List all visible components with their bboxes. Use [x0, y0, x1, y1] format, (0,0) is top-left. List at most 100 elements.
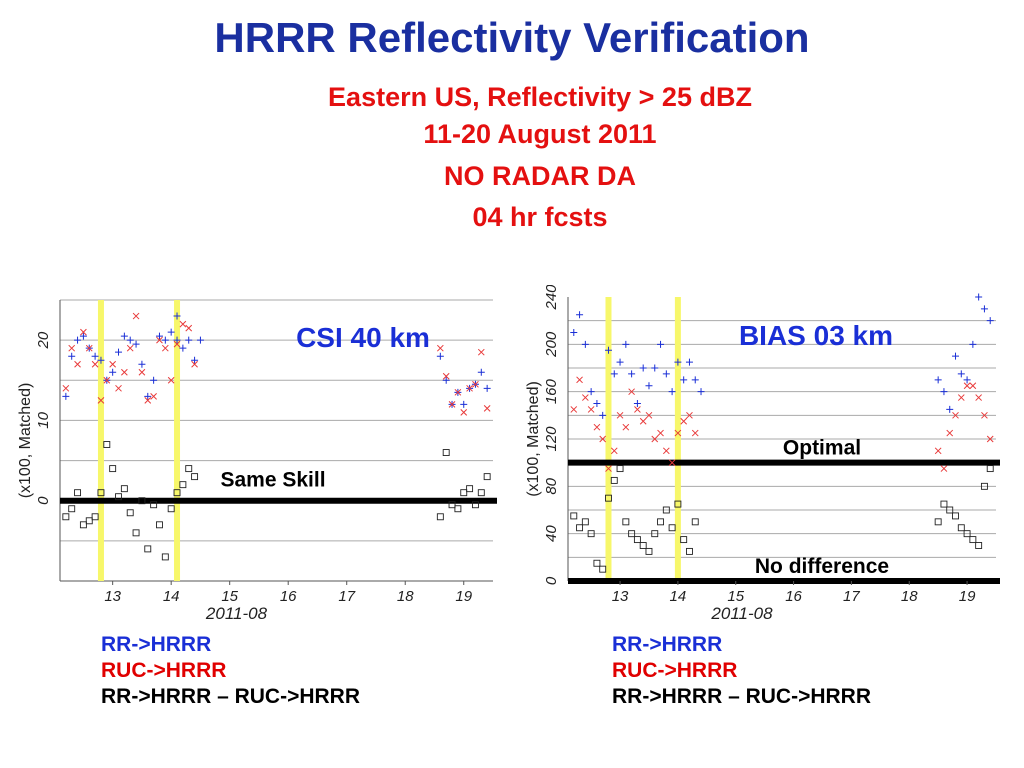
data-point-rr: [91, 352, 99, 360]
data-point-ruc: [185, 324, 193, 332]
data-point-diff: [179, 481, 187, 489]
data-point-rr: [185, 336, 193, 344]
data-point-ruc: [680, 417, 688, 425]
data-point-rr: [126, 336, 134, 344]
data-point-ruc: [622, 423, 630, 431]
x-tick-label: 19: [455, 588, 472, 605]
x-tick-label: 16: [280, 588, 297, 605]
data-point-rr: [132, 340, 140, 348]
data-point-diff: [622, 518, 630, 526]
data-point-diff: [442, 449, 450, 456]
y-axis-label: (x100, Matched): [17, 383, 34, 499]
reference-label: No difference: [755, 555, 889, 578]
data-point-rr: [436, 352, 444, 360]
data-point-ruc: [161, 344, 169, 352]
data-point-ruc: [969, 382, 977, 390]
data-point-rr: [115, 348, 123, 356]
x-tick-label: 18: [901, 588, 918, 605]
data-point-ruc: [179, 320, 187, 328]
data-point-diff: [436, 513, 444, 521]
y-axis-label: (x100, Matched): [525, 381, 542, 497]
x-tick-label: 14: [670, 588, 687, 605]
data-point-ruc: [167, 376, 175, 384]
data-point-rr: [570, 329, 578, 336]
data-point-rr: [173, 336, 181, 344]
data-point-ruc: [657, 429, 664, 437]
data-point-ruc: [934, 447, 942, 455]
data-point-diff: [109, 465, 117, 473]
data-point-rr: [986, 317, 994, 325]
data-point-rr: [940, 388, 948, 396]
data-point-rr: [957, 370, 965, 378]
data-point-diff: [975, 542, 983, 549]
data-point-diff: [74, 489, 82, 497]
data-point-ruc: [68, 344, 76, 352]
csi-chart-svg: Same Skill 0 10 20 (x100, Matched) 13 14 15 16 17…: [17, 299, 497, 623]
data-point-rr: [62, 392, 70, 400]
x-tick-label: 13: [104, 588, 121, 605]
data-point-diff: [85, 517, 93, 525]
data-point-rr: [969, 340, 977, 348]
data-point-ruc: [581, 394, 589, 401]
data-point-diff: [126, 509, 134, 517]
data-point-diff: [471, 501, 479, 509]
data-point-diff: [657, 518, 664, 526]
data-point-ruc: [957, 394, 965, 401]
data-point-diff: [940, 500, 948, 508]
data-point-rr: [668, 388, 676, 396]
data-point-rr: [144, 392, 152, 400]
data-point-ruc: [466, 384, 473, 392]
data-point-ruc: [662, 447, 670, 455]
data-point-ruc: [126, 344, 134, 352]
data-point-rr: [633, 400, 641, 407]
data-point-diff: [628, 530, 636, 538]
data-point-diff: [593, 559, 601, 567]
data-point-ruc: [436, 344, 444, 352]
data-point-rr: [975, 293, 983, 301]
data-point-diff: [62, 513, 70, 521]
data-point-rr: [610, 370, 618, 378]
data-point-ruc: [616, 411, 624, 419]
data-point-diff: [150, 501, 158, 509]
data-point-diff: [477, 489, 485, 497]
data-point-diff: [103, 441, 111, 448]
y-tick-label: 0: [543, 576, 560, 585]
x-tick-label: 15: [221, 588, 238, 605]
data-point-diff: [633, 536, 641, 544]
x-axis-label: 2011-08: [205, 604, 268, 623]
data-point-rr: [980, 305, 988, 313]
legend-diff: RR->HRRR – RUC->HRRR: [612, 685, 872, 708]
data-point-rr: [651, 364, 659, 372]
data-point-ruc: [668, 459, 676, 467]
data-point-diff: [138, 497, 146, 505]
data-point-diff: [605, 494, 612, 502]
data-point-diff: [651, 530, 659, 538]
highlight-band: [97, 300, 104, 581]
data-point-ruc: [952, 411, 959, 419]
data-point-ruc: [593, 423, 601, 431]
data-point-ruc: [80, 328, 87, 336]
data-point-rr: [161, 336, 169, 344]
data-point-rr: [946, 405, 954, 413]
data-point-ruc: [150, 392, 157, 400]
data-point-rr: [934, 376, 942, 384]
data-point-diff: [454, 505, 462, 513]
data-point-ruc: [986, 435, 994, 443]
data-point-diff: [599, 565, 607, 573]
subtitle-line-3: NO RADAR DA: [444, 161, 636, 191]
reference-label: Same Skill: [220, 469, 325, 492]
data-point-ruc: [981, 411, 988, 419]
data-point-ruc: [442, 372, 450, 380]
data-point-rr: [593, 400, 601, 407]
data-point-diff: [957, 524, 965, 532]
data-point-rr: [581, 340, 589, 348]
data-point-diff: [639, 542, 647, 549]
data-point-ruc: [121, 368, 128, 376]
data-point-ruc: [634, 406, 641, 413]
data-point-diff: [680, 536, 688, 544]
data-point-diff: [645, 547, 653, 555]
data-point-ruc: [132, 312, 140, 320]
data-point-ruc: [109, 360, 117, 368]
data-point-rr: [674, 358, 682, 366]
y-tick-label: 20: [35, 331, 52, 349]
